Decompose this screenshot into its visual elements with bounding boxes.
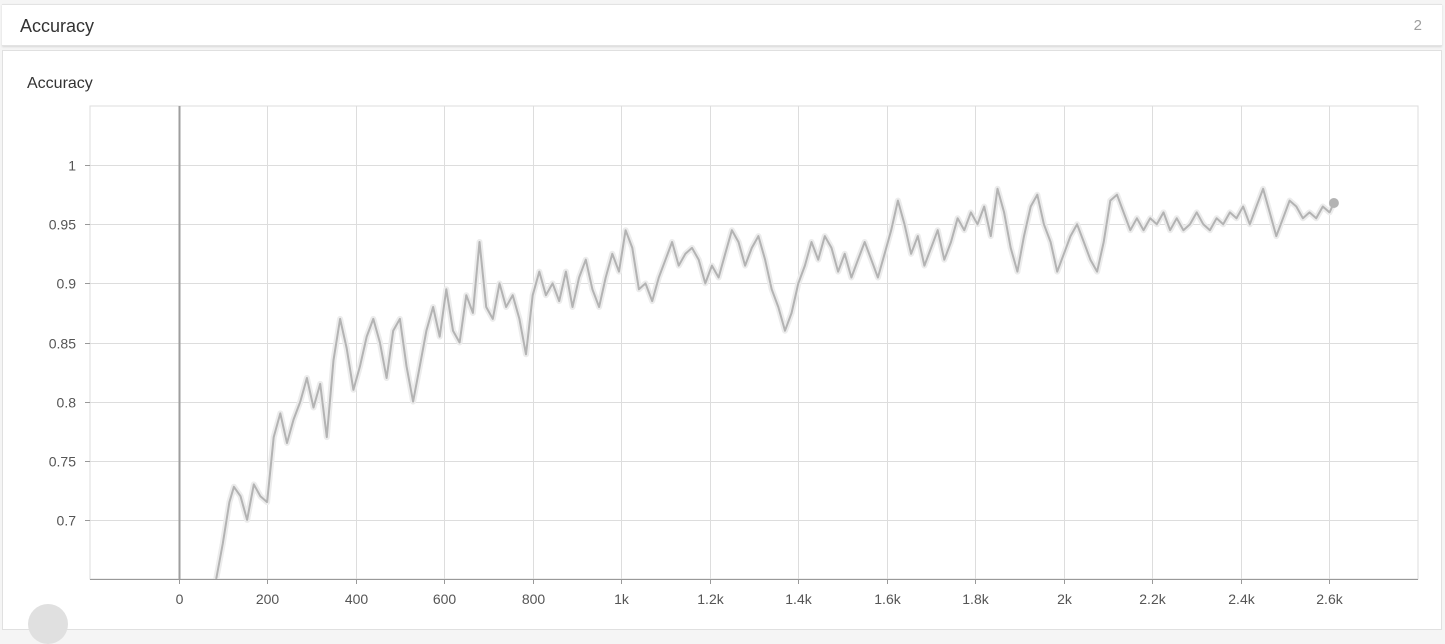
section-header[interactable]: Accuracy 2 [2,4,1442,46]
corner-bubble[interactable] [28,604,68,644]
section-title: Accuracy [20,16,95,36]
x-tick-label: 2.2k [1139,591,1166,607]
x-tick-label: 200 [256,591,280,607]
x-tick-label: 1.6k [874,591,901,607]
grid [89,105,1419,580]
x-tick-label: 0 [176,591,184,607]
last-point-marker[interactable] [1328,198,1339,208]
x-tick-label: 800 [522,591,546,607]
y-tick-label: 0.75 [49,454,76,470]
x-tick-label: 600 [433,591,457,607]
smoothed-series-line [215,187,1335,579]
plot-frame [89,105,1419,580]
chart-title: Accuracy [27,75,93,92]
series-layer [213,185,1339,579]
tick-labels: 0 200 400 600 800 1k 1.2k 1.4k 1.6k 1.8k 2k 2.2k 2.4… [49,158,1344,608]
accuracy-line-chart[interactable]: 0 200 400 600 800 1k 1.2k 1.4k 1.6k 1.8k 2k 2.2k 2.4… [0,0,1445,614]
y-tick-label: 0.8 [57,395,77,411]
y-tick-label: 0.95 [49,217,76,233]
x-tick-label: 1.8k [962,591,989,607]
y-tick-label: 1 [68,158,76,174]
x-tick-label: 1k [614,591,630,607]
y-tick-label: 0.9 [57,276,77,292]
section-card-count: 2 [1413,17,1422,34]
x-tick-label: 1.4k [785,591,812,607]
x-tick-label: 2.6k [1316,591,1343,607]
x-tick-label: 400 [345,591,369,607]
y-tick-label: 0.85 [49,336,76,352]
axes [85,106,1418,584]
y-tick-label: 0.7 [57,513,77,529]
chart-card: Accuracy [2,50,1442,630]
x-tick-label: 2k [1057,591,1073,607]
x-tick-label: 2.4k [1228,591,1255,607]
x-tick-label: 1.2k [697,591,724,607]
